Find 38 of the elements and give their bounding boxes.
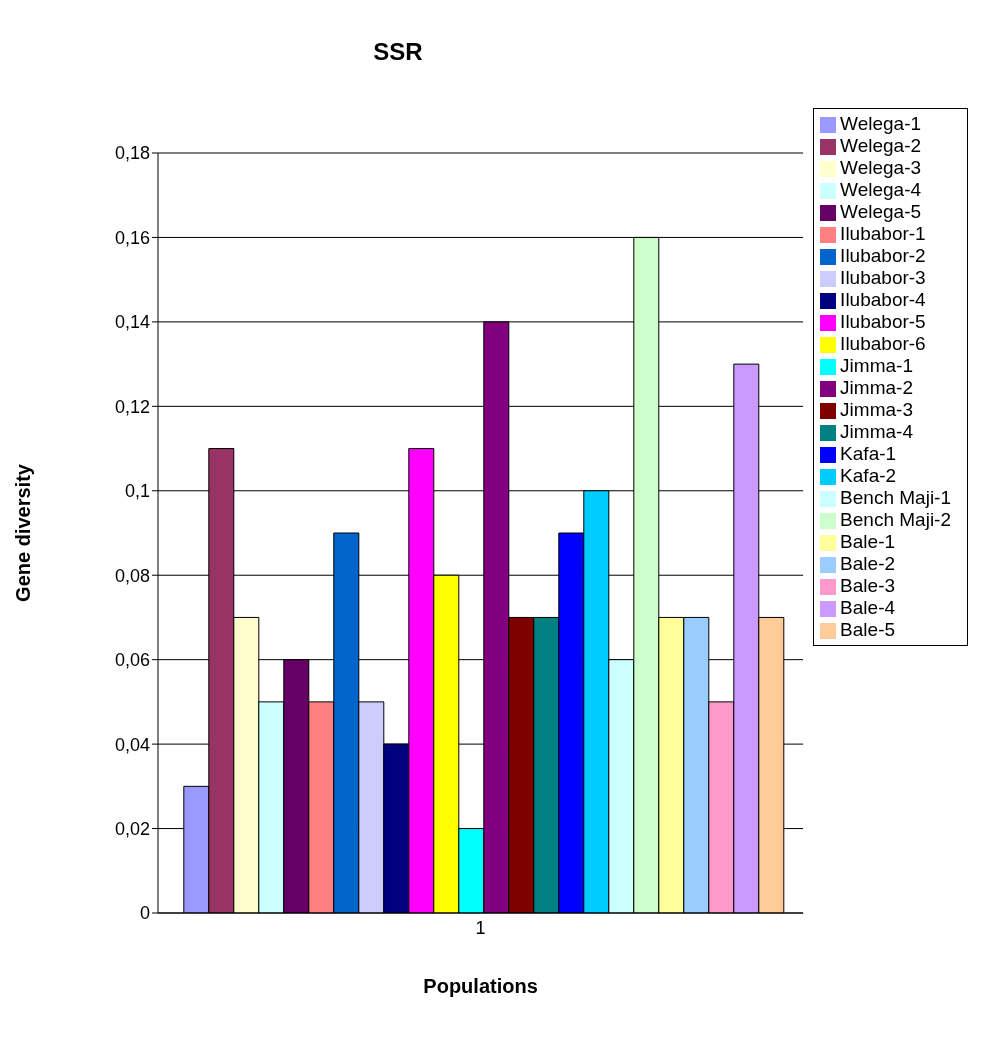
legend-label: Bale-4 [840,597,896,618]
legend-label: Bale-1 [840,531,896,552]
legend-label: Bale-2 [840,553,896,574]
y-tick-label: 0,16 [114,227,150,248]
y-tick-label: 0,02 [114,818,150,839]
legend-label: Welega-3 [840,157,922,178]
x-axis-title: Populations [423,975,538,997]
legend-label: Kafa-2 [840,465,897,486]
legend-label: Jimma-1 [840,355,913,376]
legend-label: Jimma-3 [840,399,913,420]
legend-label: Ilubabor-6 [840,333,926,354]
y-tick-label: 0,12 [114,396,150,417]
legend-label: Bale-5 [840,619,896,640]
y-tick-label: 0 [139,903,150,924]
legend-label: Ilubabor-2 [840,245,926,266]
legend-label: Ilubabor-3 [840,267,926,288]
legend-label: Welega-1 [840,113,922,134]
legend-label: Jimma-4 [840,421,913,442]
x-tick-label: 1 [475,917,486,938]
legend-label: Welega-5 [840,201,922,222]
legend-label: Bench Maji-2 [840,509,951,530]
legend-label: Welega-4 [840,179,922,200]
legend-label: Ilubabor-1 [840,223,926,244]
legend-label: Jimma-2 [840,377,913,398]
y-tick-label: 0,06 [114,650,150,671]
y-tick-label: 0,04 [114,734,150,755]
y-tick-label: 0,18 [114,143,150,164]
legend-label: Ilubabor-5 [840,311,926,332]
y-tick-label: 0,1 [124,481,150,502]
y-tick-label: 0,08 [114,565,150,586]
y-tick-label: 0,14 [114,312,150,333]
legend-label: Bale-3 [840,575,896,596]
chart-title: SSR [372,38,424,66]
legend-label: Kafa-1 [840,443,897,464]
y-axis-title: Gene diversity [12,463,35,602]
legend-label: Bench Maji-1 [840,487,951,508]
legend-label: Welega-2 [840,135,922,156]
legend-label: Ilubabor-4 [840,289,926,310]
